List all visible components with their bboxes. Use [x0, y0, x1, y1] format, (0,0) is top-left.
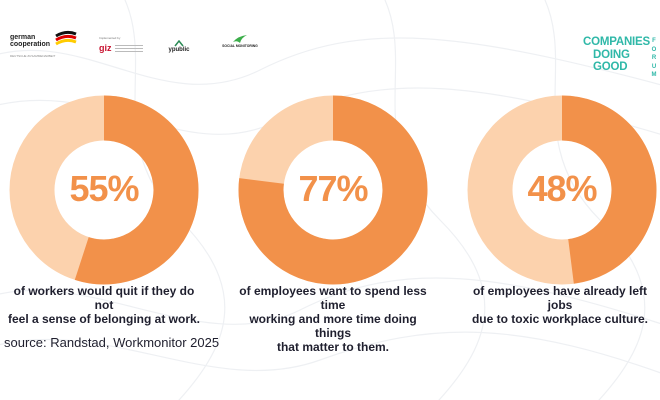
caption-line: of employees have already left jobs	[472, 284, 648, 312]
social-monitoring-name: SOCIAL MONITORING	[222, 44, 258, 48]
caption-line: of employees want to spend less time	[239, 284, 427, 312]
german-flag-icon	[55, 30, 77, 46]
donut-value-arc-3	[561, 95, 657, 284]
donut-percent-label-2: 77%	[298, 168, 368, 209]
cdg-line2: DOING	[593, 48, 630, 61]
caption-line: of workers would quit if they do not	[13, 284, 195, 312]
bird-icon	[233, 35, 247, 43]
giz-name: giz	[99, 43, 112, 53]
social-monitoring-logo: SOCIAL MONITORING	[216, 34, 264, 48]
german-cooperation-logo: german cooperation DEUTSCHE ZUSAMMENARBE…	[10, 26, 80, 62]
giz-implemented-label: Implemented by	[99, 36, 121, 40]
donut-percent-label-1: 55%	[69, 168, 139, 209]
public-name: ypublic	[168, 47, 190, 53]
public-emblem-icon	[174, 40, 184, 47]
cdg-line1: COMPANIES	[583, 36, 650, 48]
donut-percent-label-3: 48%	[527, 168, 597, 209]
donut-value-arc-1	[74, 95, 199, 285]
public-logo: ypublic	[162, 40, 196, 54]
donut-value-arc-2	[238, 95, 428, 285]
caption-line: feel a sense of belonging at work.	[7, 312, 201, 326]
gc-tagline: DEUTSCHE ZUSAMMENARBEIT	[10, 54, 56, 58]
caption-line: due to toxic workplace culture.	[471, 312, 649, 326]
caption-line: working and more time doing things	[249, 312, 417, 340]
donut-caption-3: of employees have already left jobs due t…	[460, 284, 660, 326]
caption-line: that matter to them.	[276, 340, 389, 354]
donut-caption-2: of employees want to spend less time work…	[233, 284, 433, 354]
giz-logo: Implemented by giz	[99, 36, 151, 53]
donut-caption-1: of workers would quit if they do not feel…	[4, 284, 204, 326]
gc-name-line1: german	[10, 34, 36, 41]
source-note: source: Randstad, Workmonitor 2025	[4, 335, 220, 350]
gc-name-line2: cooperation	[10, 41, 51, 48]
cdg-line3: GOOD	[593, 61, 628, 73]
